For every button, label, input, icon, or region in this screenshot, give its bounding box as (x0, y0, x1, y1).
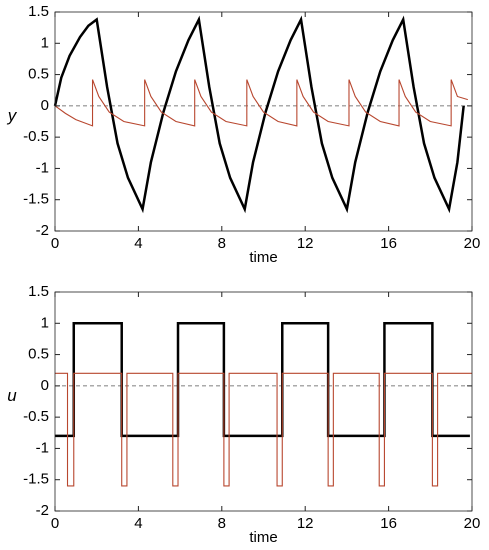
y-tick-label: -0.5 (23, 408, 49, 425)
y-tick-label: -1.5 (23, 191, 49, 208)
y-tick-label: 1 (41, 314, 49, 331)
y-tick-label: -1 (36, 159, 49, 176)
plot-frame (54, 11, 473, 232)
x-tick-label: 20 (464, 235, 481, 252)
y-tick-label: -1 (36, 439, 49, 456)
x-tick-label: 12 (297, 235, 314, 252)
x-tick-label: 16 (380, 515, 397, 532)
x-tick-label: 20 (464, 515, 481, 532)
x-tick-label: 8 (218, 235, 226, 252)
x-tick-label: 8 (218, 515, 226, 532)
y-tick-label: -2 (36, 502, 49, 519)
x-tick-label: 12 (297, 515, 314, 532)
y-tick-label: 0 (41, 97, 49, 114)
series-line (55, 372, 472, 487)
x-axis-label: time (249, 249, 277, 266)
x-tick-label: 0 (51, 515, 59, 532)
y-axis-label: u (7, 386, 17, 405)
y-axis-label: y (7, 106, 18, 125)
x-tick-label: 4 (134, 515, 142, 532)
y-tick-label: 0.5 (28, 346, 49, 363)
x-axis-label: time (249, 529, 277, 546)
x-tick-label: 16 (380, 235, 397, 252)
x-tick-label: 0 (51, 235, 59, 252)
plot-frame (54, 291, 473, 512)
y-tick-label: 0.5 (28, 66, 49, 83)
y-tick-label: -1.5 (23, 471, 49, 488)
y-tick-label: 0 (41, 377, 49, 394)
y-tick-label: 1.5 (28, 3, 49, 20)
y-tick-label: -0.5 (23, 128, 49, 145)
x-tick-label: 4 (134, 235, 142, 252)
y-tick-label: 1.5 (28, 283, 49, 300)
series-line (54, 79, 468, 127)
series-line (53, 15, 465, 214)
y-tick-label: -2 (36, 222, 49, 239)
series-line (55, 322, 470, 438)
y-tick-label: 1 (41, 34, 49, 51)
